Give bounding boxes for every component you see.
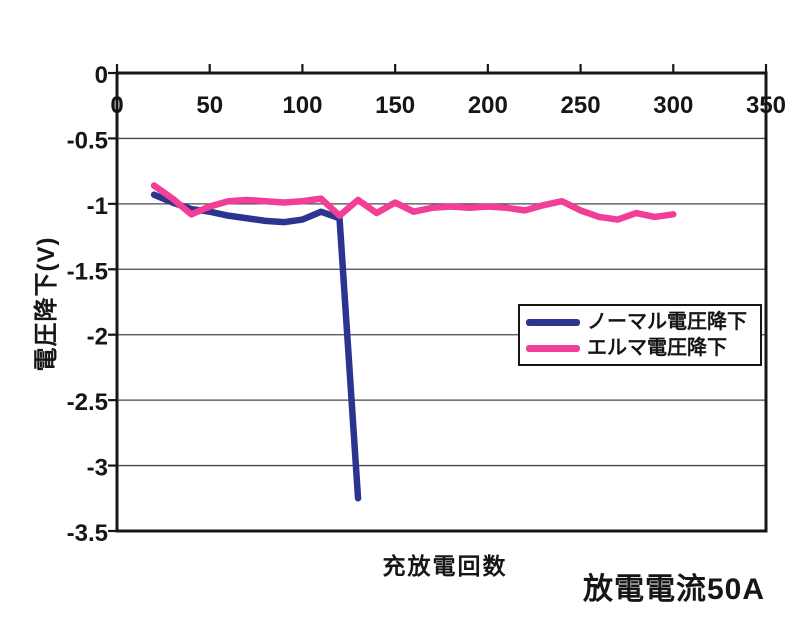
y-tick-label: -1.5: [67, 258, 108, 285]
x-axis-title: 充放電回数: [382, 553, 508, 579]
x-tick-label: 150: [375, 92, 415, 119]
x-tick-label: 350: [746, 92, 786, 119]
y-tick-label: -0.5: [67, 127, 108, 154]
series-line-1: [150, 182, 677, 223]
y-tick-label: -1: [87, 193, 108, 220]
series-line-0: [150, 191, 362, 502]
legend-swatch: [526, 318, 580, 326]
legend-swatch: [526, 344, 580, 352]
x-tick-label: 100: [282, 92, 322, 119]
x-tick-label: 300: [653, 92, 693, 119]
y-tick-label: -3.5: [67, 520, 108, 547]
x-tick-label: 50: [196, 92, 223, 119]
y-tick-label: -3: [87, 455, 108, 482]
annotation-discharge-current: 放電電流50A: [582, 573, 765, 606]
y-tick-label: 0: [95, 62, 108, 89]
y-axis-title: 電圧降下(V): [33, 236, 60, 372]
legend-item-eruma: エルマ電圧降下: [526, 335, 754, 361]
legend-label: エルマ電圧降下: [587, 337, 727, 359]
x-tick-label: 250: [561, 92, 601, 119]
y-tick-label: -2: [87, 324, 108, 351]
legend-item-normal: ノーマル電圧降下: [526, 309, 754, 335]
y-tick-label: -2.5: [67, 389, 108, 416]
legend-box: ノーマル電圧降下 エルマ電圧降下: [518, 304, 762, 366]
plot-border: [115, 71, 768, 533]
x-tick-label: 0: [110, 92, 123, 119]
legend-label: ノーマル電圧降下: [587, 311, 747, 333]
x-tick-label: 200: [468, 92, 508, 119]
